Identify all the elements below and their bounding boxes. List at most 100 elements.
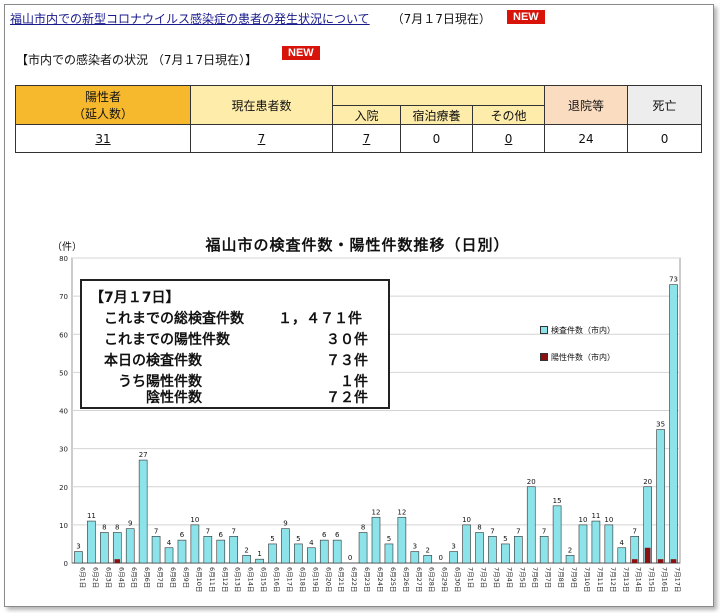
data-label-tests: 6 — [322, 531, 327, 539]
headline-date: （7月１7日現在） — [391, 12, 491, 26]
bar-tests — [151, 536, 161, 564]
data-label-tests: 7 — [231, 527, 235, 535]
bar-tests — [281, 528, 290, 564]
data-label-tests: 0 — [438, 554, 442, 562]
outbreak-status-link[interactable]: 福山市内での新型コロナウイルス感染症の患者の発生状況について — [10, 12, 370, 26]
bar-tests — [410, 551, 420, 564]
legend-swatch-positive — [540, 353, 548, 361]
data-label-tests: 5 — [387, 535, 391, 543]
section-heading: 【市内での感染者の状況 （7月１7日現在）】 — [16, 53, 258, 67]
data-label-tests: 73 — [669, 276, 678, 284]
x-tick-label: 7月17日 — [674, 567, 682, 592]
summary-value-today-tests: ７３件 — [326, 353, 368, 369]
x-tick-label: 6月30日 — [454, 567, 462, 592]
data-label-tests: 7 — [154, 527, 158, 535]
summary-label-negative: 陰性件数 — [146, 390, 202, 406]
summary-heading: 【7月１7日】 — [90, 290, 180, 306]
data-label-tests: 9 — [283, 520, 287, 528]
data-label-tests: 4 — [167, 539, 172, 547]
data-label-tests: 7 — [516, 527, 520, 535]
bar-positive — [631, 559, 638, 563]
bar-tests — [475, 532, 484, 564]
bar-tests — [397, 516, 407, 564]
other-link[interactable]: 0 — [504, 131, 513, 146]
bar-tests — [449, 551, 458, 564]
header-positive-sub: （延人数） — [72, 107, 133, 121]
x-tick-label: 6月17日 — [285, 567, 293, 592]
legend-tests: 検査件数（市内） — [540, 325, 615, 336]
x-tick-label: 6月2日 — [91, 567, 99, 588]
legend-positive: 陽性件数（市内） — [540, 352, 615, 363]
bar-tests — [164, 547, 174, 564]
legend-swatch-tests — [540, 326, 548, 334]
bar-tests — [501, 543, 510, 564]
x-tick-label: 6月13日 — [234, 567, 242, 592]
x-tick-label: 7月14日 — [635, 567, 643, 592]
data-label-tests: 10 — [579, 516, 588, 524]
bar-tests — [268, 543, 277, 564]
x-tick-label: 6月22日 — [350, 567, 358, 592]
bar-positive — [114, 559, 121, 563]
data-label-tests: 3 — [413, 543, 417, 551]
data-label-tests: 20 — [643, 478, 652, 486]
data-label-tests: 7 — [490, 527, 494, 535]
bar-tests — [100, 532, 109, 564]
data-label-tests: 8 — [477, 524, 481, 532]
bar-tests — [552, 505, 562, 564]
bar-tests — [332, 539, 342, 564]
x-tick-label: 7月12日 — [609, 567, 617, 592]
data-label-tests: 5 — [296, 535, 300, 543]
summary-value-today-positive: １件 — [340, 374, 368, 390]
x-tick-label: 6月26日 — [402, 567, 410, 592]
data-label-tests: 3 — [451, 543, 455, 551]
chart-title: 福山市の検査件数・陽性件数推移（日別） — [205, 236, 510, 254]
hospitalized-link[interactable]: 7 — [362, 131, 371, 146]
bar-tests — [462, 524, 471, 564]
x-tick-label: 6月7日 — [156, 567, 164, 588]
value-deaths: 0 — [627, 124, 703, 153]
data-label-tests: 11 — [591, 512, 600, 520]
data-label-tests: 7 — [542, 527, 546, 535]
new-badge: NEW — [507, 10, 545, 24]
bar-tests — [307, 547, 316, 564]
x-tick-label: 7月6日 — [531, 567, 539, 588]
x-tick-label: 7月15日 — [648, 567, 656, 592]
summary-label-total-positive: これまでの陽性件数 — [104, 332, 230, 348]
data-label-tests: 6 — [180, 531, 185, 539]
data-label-tests: 7 — [206, 527, 210, 535]
x-tick-label: 6月19日 — [311, 567, 319, 592]
y-tick-label: 10 — [59, 522, 68, 530]
data-label-tests: 10 — [190, 516, 199, 524]
header-other: その他 — [471, 105, 546, 125]
x-tick-label: 6月21日 — [337, 567, 345, 592]
x-tick-label: 6月9日 — [182, 567, 190, 588]
x-tick-label: 6月20日 — [324, 567, 332, 592]
x-tick-label: 6月6日 — [143, 567, 151, 588]
bar-tests — [358, 532, 368, 564]
data-label-tests: 2 — [244, 546, 248, 554]
data-label-tests: 9 — [128, 520, 132, 528]
bar-tests — [526, 486, 536, 564]
bar-tests — [125, 528, 135, 564]
x-tick-label: 6月25日 — [389, 567, 397, 592]
data-label-tests: 5 — [270, 535, 274, 543]
data-label-tests: 7 — [632, 527, 636, 535]
positive-count-link[interactable]: 31 — [95, 131, 111, 146]
data-label-tests: 8 — [115, 524, 119, 532]
x-tick-label: 6月29日 — [441, 567, 449, 592]
current-patients-link[interactable]: 7 — [257, 131, 266, 146]
bar-tests — [669, 284, 678, 564]
y-tick-label: 0 — [64, 560, 68, 568]
x-tick-label: 6月23日 — [363, 567, 371, 592]
x-tick-label: 7月10日 — [583, 567, 591, 592]
data-label-tests: 6 — [219, 531, 224, 539]
bar-tests — [190, 524, 200, 564]
value-hospitalized: 7 — [332, 124, 401, 153]
headline: 福山市内での新型コロナウイルス感染症の患者の発生状況について （7月１7日現在） — [10, 10, 491, 27]
bar-tests — [604, 524, 614, 564]
value-discharged: 24 — [544, 124, 629, 153]
header-discharged: 退院等 — [544, 85, 629, 125]
bar-tests — [630, 536, 640, 564]
value-current-patients: 7 — [190, 124, 333, 153]
data-label-tests: 10 — [462, 516, 471, 524]
